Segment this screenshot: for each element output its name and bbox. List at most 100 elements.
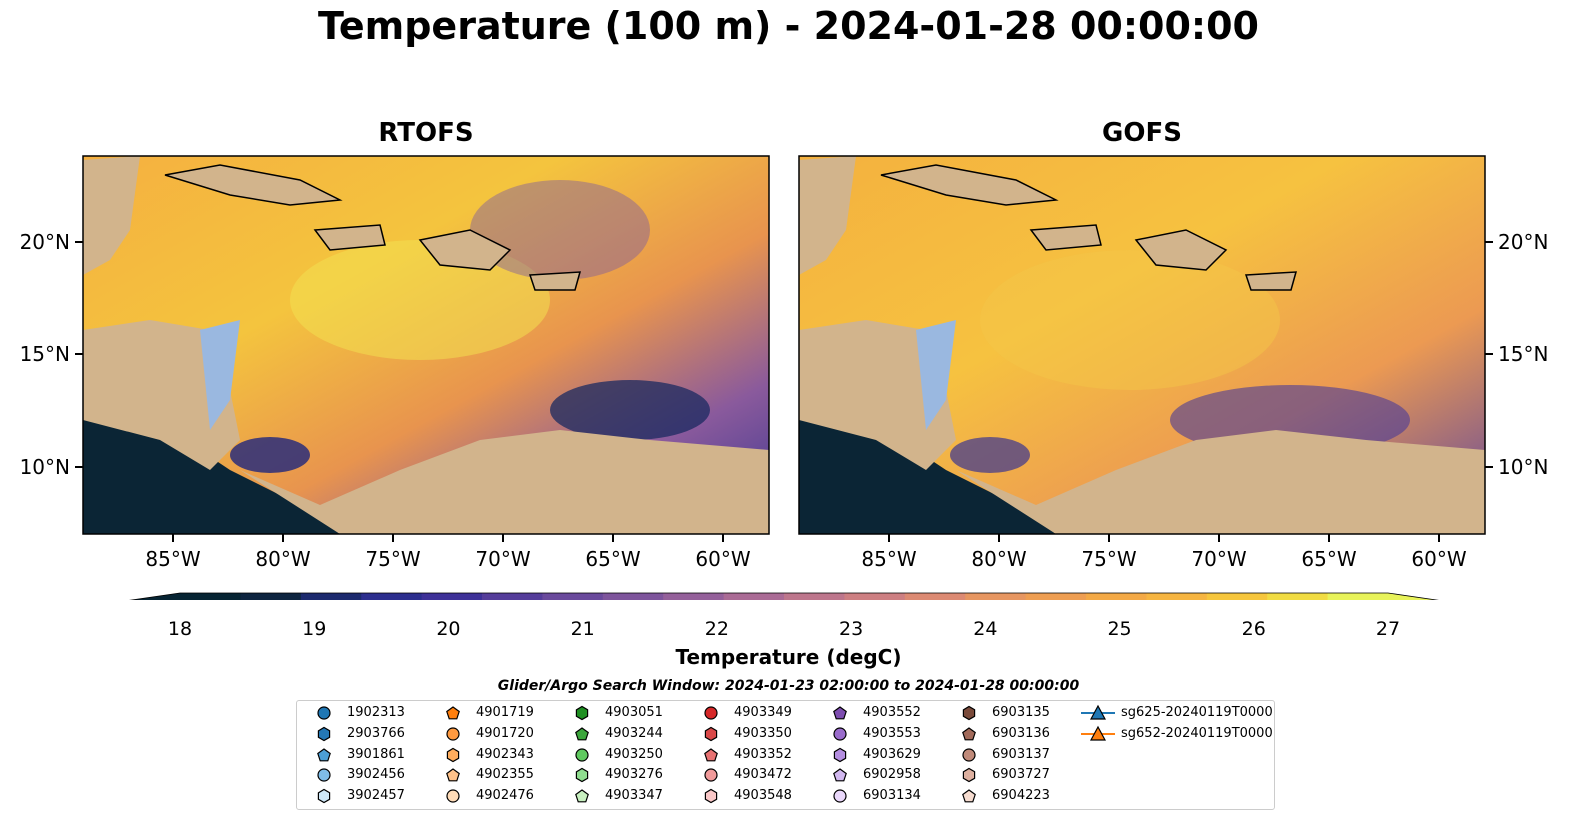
colorbar bbox=[128, 592, 1440, 600]
colorbar-tick-label: 27 bbox=[1375, 618, 1401, 640]
search-window-text: Glider/Argo Search Window: 2024-01-23 02… bbox=[497, 678, 1080, 694]
colorbar-segment bbox=[1146, 593, 1208, 600]
lon-label: 80°W bbox=[971, 547, 1026, 571]
lat-label: 10°N bbox=[1498, 455, 1548, 479]
colorbar-segment bbox=[965, 593, 1027, 600]
legend-marker bbox=[962, 705, 976, 721]
lon-label: 80°W bbox=[255, 547, 310, 571]
legend-marker bbox=[575, 705, 589, 721]
figure-title: Temperature (100 m) - 2024-01-28 00:00:0… bbox=[317, 4, 1259, 48]
lon-label: 65°W bbox=[1301, 547, 1356, 571]
legend-label: 4901720 bbox=[476, 725, 534, 741]
legend-label: 6903134 bbox=[863, 788, 921, 804]
lat-label: 20°N bbox=[20, 230, 70, 254]
colorbar-segment bbox=[180, 593, 241, 600]
legend-label: 3902456 bbox=[347, 767, 405, 783]
lon-label: 70°W bbox=[1191, 547, 1246, 571]
legend-marker bbox=[1081, 725, 1115, 741]
colorbar-title: Temperature (degC) bbox=[675, 645, 902, 669]
lat-label: 15°N bbox=[20, 342, 70, 366]
lat-ticks bbox=[75, 241, 1493, 468]
legend-label: 4903276 bbox=[605, 767, 663, 783]
legend-label: 6904223 bbox=[992, 788, 1050, 804]
legend-label: 4901719 bbox=[476, 705, 534, 720]
lon-label: 65°W bbox=[585, 547, 640, 571]
legend-marker bbox=[575, 727, 589, 741]
colorbar-segment bbox=[300, 593, 362, 600]
legend-marker bbox=[1081, 704, 1115, 720]
colorbar-segment bbox=[1025, 593, 1087, 600]
gofs-map bbox=[799, 156, 1485, 534]
legend-marker bbox=[704, 768, 718, 782]
colorbar-outline bbox=[128, 592, 1440, 600]
colorbar-segment bbox=[1327, 593, 1389, 600]
legend-marker bbox=[833, 789, 847, 803]
rtofs-x-ticks bbox=[172, 534, 724, 542]
colorbar-segment bbox=[542, 593, 604, 600]
legend-label: 6903136 bbox=[992, 725, 1050, 741]
legend-marker bbox=[317, 706, 331, 720]
colorbar-min-extend bbox=[131, 593, 180, 600]
legend-marker bbox=[575, 747, 589, 762]
legend-label: 4903548 bbox=[734, 788, 792, 804]
legend-marker bbox=[575, 768, 589, 783]
colorbar-tick-label: 19 bbox=[302, 618, 327, 640]
legend-marker bbox=[962, 727, 976, 741]
colorbar-tick-label: 22 bbox=[704, 618, 729, 640]
lon-label: 75°W bbox=[1081, 547, 1136, 571]
colorbar-segment bbox=[1206, 593, 1268, 600]
legend-marker bbox=[833, 727, 847, 741]
legend-label: 6903135 bbox=[992, 705, 1050, 720]
legend-label: 1902313 bbox=[347, 705, 405, 720]
legend-label: 4902343 bbox=[476, 746, 534, 762]
lon-label: 85°W bbox=[861, 547, 916, 571]
colorbar-segment bbox=[1086, 593, 1147, 600]
legend-label: 6903137 bbox=[992, 746, 1050, 762]
legend-label: 4903244 bbox=[605, 725, 663, 741]
legend: 1902313 2903766 3901861 3902456 3902457 49017… bbox=[296, 700, 1275, 810]
legend-marker bbox=[446, 789, 460, 803]
rtofs-map bbox=[83, 156, 769, 534]
legend-marker bbox=[704, 706, 718, 720]
legend-marker bbox=[446, 727, 460, 741]
colorbar-segment bbox=[723, 593, 785, 600]
legend-label: 4903051 bbox=[605, 705, 663, 720]
legend-label: sg625-20240119T0000 bbox=[1121, 705, 1273, 720]
legend-label: 4903349 bbox=[734, 705, 792, 720]
legend-marker bbox=[317, 788, 331, 804]
colorbar-tick-label: 26 bbox=[1241, 618, 1266, 640]
colorbar-segment bbox=[1267, 593, 1329, 600]
legend-label: 4902476 bbox=[476, 788, 534, 804]
legend-marker bbox=[962, 768, 976, 783]
legend-marker bbox=[704, 788, 718, 804]
legend-label: 4903472 bbox=[734, 767, 792, 783]
maps-canvas: 85°W 80°W 75°W 70°W 65°W 60°W 85°W 80°W … bbox=[20, 155, 1548, 600]
legend-label: 4903250 bbox=[605, 746, 663, 762]
legend-marker bbox=[317, 747, 331, 761]
legend-marker bbox=[575, 789, 589, 803]
legend-marker bbox=[317, 726, 331, 741]
lon-label: 70°W bbox=[475, 547, 530, 571]
legend-label: 4903352 bbox=[734, 746, 792, 762]
legend-marker bbox=[833, 747, 847, 762]
legend-label: 4903350 bbox=[734, 725, 792, 741]
legend-marker bbox=[704, 747, 718, 761]
colorbar-tick-label: 23 bbox=[839, 618, 864, 640]
lat-label: 15°N bbox=[1498, 342, 1548, 366]
legend-marker bbox=[962, 747, 976, 762]
legend-marker bbox=[833, 706, 847, 720]
gofs-x-ticks bbox=[888, 534, 1440, 542]
legend-label: 3902457 bbox=[347, 788, 405, 804]
colorbar-segment bbox=[240, 593, 302, 600]
colorbar-segment bbox=[602, 593, 664, 600]
colorbar-segment bbox=[844, 593, 906, 600]
legend-marker bbox=[446, 768, 460, 782]
colorbar-segment bbox=[663, 593, 725, 600]
legend-marker bbox=[317, 768, 331, 782]
legend-label: 4903347 bbox=[605, 788, 663, 804]
legend-label: 4903552 bbox=[863, 705, 921, 720]
legend-marker bbox=[446, 747, 460, 762]
legend-marker bbox=[833, 768, 847, 782]
lon-label: 60°W bbox=[1411, 547, 1466, 571]
legend-label: 6902958 bbox=[863, 767, 921, 783]
